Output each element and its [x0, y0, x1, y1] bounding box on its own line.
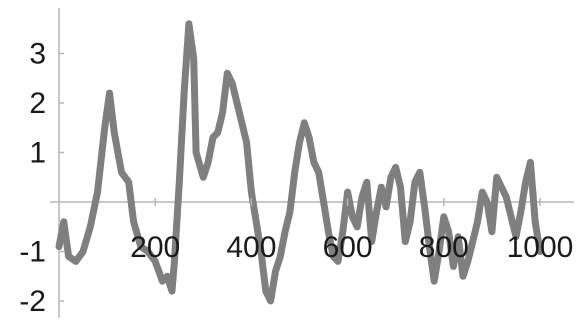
y-tick-label: 2	[29, 87, 46, 120]
x-tick-label: 800	[419, 231, 469, 264]
series-line	[55, 20, 544, 305]
y-tick-label: 3	[29, 38, 46, 71]
y-tick-label: -2	[19, 285, 46, 318]
x-tick-label: 1000	[507, 231, 574, 264]
series-layer	[55, 20, 544, 305]
y-ticks: -2 -1 1 2 3	[19, 38, 64, 318]
x-ticks: 200 400 600 800 1000	[130, 198, 573, 264]
y-tick-label: -1	[19, 236, 46, 269]
y-tick-label: 1	[29, 137, 46, 170]
x-tick-label: 200	[130, 231, 180, 264]
x-tick-label: 600	[323, 231, 373, 264]
x-tick-label: 400	[226, 231, 276, 264]
